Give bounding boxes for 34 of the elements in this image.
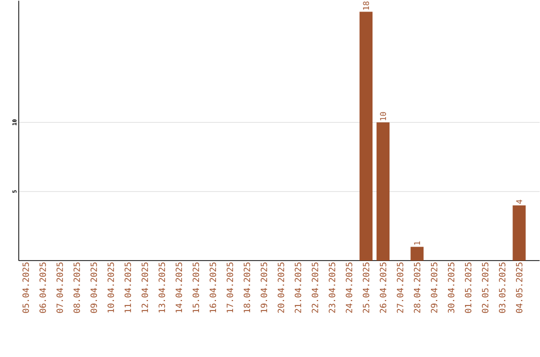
x-tick-label: 27.04.2025 [396, 262, 404, 313]
x-tick-label: 03.05.2025 [498, 262, 506, 313]
x-tick-label: 16.04.2025 [210, 262, 216, 312]
x-tick-label: 13.04.2025 [158, 262, 166, 312]
bar [376, 122, 390, 260]
x-tick-label: 05.04.2025 [22, 262, 29, 313]
x-tick-label: 29.04.2025 [430, 262, 438, 313]
x-tick-label: 15.04.2025 [192, 262, 200, 312]
x-tick-label: 04.05.2025 [516, 262, 522, 313]
x-tick-label: 01.05.2025 [464, 262, 472, 313]
x-tick-label: 17.04.2025 [226, 262, 234, 312]
x-tick-label: 21.04.2025 [294, 262, 302, 313]
x-tick-label: 09.04.2025 [90, 262, 98, 313]
bar [360, 12, 373, 260]
x-tick-label: 14.04.2025 [176, 262, 182, 312]
x-tick-label: 28.04.2025 [414, 262, 420, 313]
x-tick-label: 11.04.2025 [124, 262, 132, 312]
x-tick-label: 24.04.2025 [346, 262, 352, 313]
x-tick-label: 23.04.2025 [328, 262, 336, 313]
bar [410, 246, 424, 260]
x-tick-label: 20.04.2025 [278, 262, 284, 313]
x-tick-label: 30.04.2025 [448, 262, 454, 313]
x-tick-label: 02.05.2025 [482, 262, 488, 313]
bar [512, 205, 526, 260]
x-tick-label: 12.04.2025 [142, 262, 148, 312]
x-tick-label: 19.04.2025 [260, 262, 268, 312]
x-tick-label: 08.04.2025 [74, 262, 80, 313]
x-tick-label: 06.04.2025 [39, 262, 46, 313]
x-tick-label: 26.04.2025 [380, 262, 386, 313]
x-tick-label: 10.04.2025 [108, 262, 114, 312]
x-tick-label: 18.04.2025 [244, 262, 250, 312]
x-tick-label: 25.04.2025 [362, 262, 370, 313]
x-tick-label: 22.04.2025 [312, 262, 318, 313]
x-tick-label: 07.04.2025 [56, 262, 63, 313]
